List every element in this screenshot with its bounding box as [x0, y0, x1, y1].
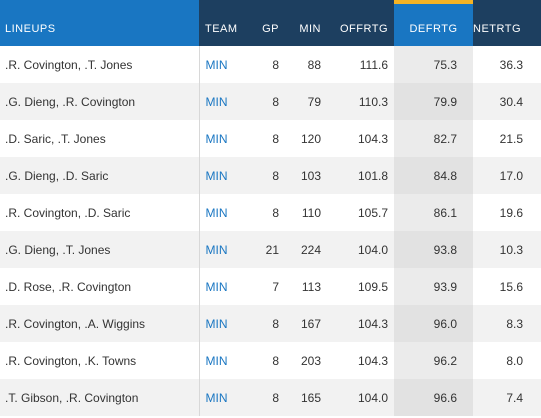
gp-value: 8 [254, 379, 285, 416]
offrtg-value: 109.5 [327, 268, 394, 305]
lineup-name: .R. Covington, .D. Saric [0, 194, 200, 231]
table-row: .R. Covington, .D. Saric MIN 8 110 105.7 86.1… [0, 194, 541, 231]
table-row: .G. Dieng, .T. Jones MIN 21 224 104.0 93.8 10.… [0, 231, 541, 268]
defrtg-value: 96.2 [394, 342, 473, 379]
table-row: .T. Gibson, .R. Covington MIN 8 165 104.0 96.… [0, 379, 541, 416]
netrtg-value: 17.0 [473, 157, 541, 194]
table-body: .R. Covington, .T. Jones MIN 8 88 111.6 75.3 3… [0, 46, 541, 416]
min-value: 88 [285, 46, 327, 83]
team-link[interactable]: MIN [199, 120, 254, 157]
table-row: .G. Dieng, .R. Covington MIN 8 79 110.3 79.9 3… [0, 83, 541, 120]
gp-value: 8 [254, 157, 285, 194]
defrtg-value: 96.0 [394, 305, 473, 342]
defrtg-value: 93.8 [394, 231, 473, 268]
netrtg-value: 8.3 [473, 305, 541, 342]
defrtg-value: 75.3 [394, 46, 473, 83]
team-link[interactable]: MIN [199, 157, 254, 194]
team-link[interactable]: MIN [199, 83, 254, 120]
column-header-netrtg[interactable]: NETRTG [473, 0, 541, 46]
defrtg-value: 84.8 [394, 157, 473, 194]
gp-value: 8 [254, 46, 285, 83]
min-value: 165 [285, 379, 327, 416]
defrtg-value: 93.9 [394, 268, 473, 305]
netrtg-value: 36.3 [473, 46, 541, 83]
table-row: .R. Covington, .T. Jones MIN 8 88 111.6 75.3 3… [0, 46, 541, 83]
netrtg-value: 19.6 [473, 194, 541, 231]
team-link[interactable]: MIN [199, 231, 254, 268]
team-link[interactable]: MIN [199, 194, 254, 231]
min-value: 113 [285, 268, 327, 305]
min-value: 167 [285, 305, 327, 342]
lineup-name: .G. Dieng, .R. Covington [0, 83, 200, 120]
team-link[interactable]: MIN [199, 268, 254, 305]
min-value: 224 [285, 231, 327, 268]
min-value: 120 [285, 120, 327, 157]
min-value: 79 [285, 83, 327, 120]
team-link[interactable]: MIN [199, 342, 254, 379]
lineup-name: .T. Gibson, .R. Covington [0, 379, 200, 416]
lineup-name: .D. Saric, .T. Jones [0, 120, 200, 157]
lineup-name: .G. Dieng, .T. Jones [0, 231, 200, 268]
gp-value: 8 [254, 305, 285, 342]
table-row: .R. Covington, .A. Wiggins MIN 8 167 104.3 96… [0, 305, 541, 342]
offrtg-value: 104.0 [327, 379, 394, 416]
table-row: .D. Rose, .R. Covington MIN 7 113 109.5 93.9 1… [0, 268, 541, 305]
lineup-name: .R. Covington, .K. Towns [0, 342, 200, 379]
table-row: .R. Covington, .K. Towns MIN 8 203 104.3 96.2… [0, 342, 541, 379]
gp-value: 8 [254, 342, 285, 379]
offrtg-value: 104.3 [327, 342, 394, 379]
table-header-row: LINEUPS TEAM GP MIN OFFRTG DEFRTG NETRTG [0, 0, 541, 46]
netrtg-value: 30.4 [473, 83, 541, 120]
gp-value: 8 [254, 194, 285, 231]
column-header-defrtg-sorted[interactable]: DEFRTG [394, 0, 473, 46]
offrtg-value: 111.6 [327, 46, 394, 83]
defrtg-value: 79.9 [394, 83, 473, 120]
lineup-name: .D. Rose, .R. Covington [0, 268, 200, 305]
defrtg-value: 82.7 [394, 120, 473, 157]
netrtg-value: 7.4 [473, 379, 541, 416]
offrtg-value: 110.3 [327, 83, 394, 120]
lineup-name: .G. Dieng, .D. Saric [0, 157, 200, 194]
column-header-team[interactable]: TEAM [199, 0, 254, 46]
netrtg-value: 8.0 [473, 342, 541, 379]
netrtg-value: 21.5 [473, 120, 541, 157]
min-value: 203 [285, 342, 327, 379]
column-header-offrtg[interactable]: OFFRTG [327, 0, 394, 46]
gp-value: 8 [254, 83, 285, 120]
table-row: .G. Dieng, .D. Saric MIN 8 103 101.8 84.8 17.0 [0, 157, 541, 194]
lineup-name: .R. Covington, .T. Jones [0, 46, 200, 83]
offrtg-value: 104.3 [327, 305, 394, 342]
team-link[interactable]: MIN [199, 305, 254, 342]
netrtg-value: 15.6 [473, 268, 541, 305]
offrtg-value: 104.0 [327, 231, 394, 268]
min-value: 110 [285, 194, 327, 231]
gp-value: 7 [254, 268, 285, 305]
offrtg-value: 105.7 [327, 194, 394, 231]
column-header-lineups[interactable]: LINEUPS [0, 0, 199, 46]
column-header-gp[interactable]: GP [254, 0, 285, 46]
min-value: 103 [285, 157, 327, 194]
team-link[interactable]: MIN [199, 379, 254, 416]
column-header-min[interactable]: MIN [285, 0, 327, 46]
netrtg-value: 10.3 [473, 231, 541, 268]
defrtg-value: 86.1 [394, 194, 473, 231]
offrtg-value: 104.3 [327, 120, 394, 157]
team-link[interactable]: MIN [199, 46, 254, 83]
table-row: .D. Saric, .T. Jones MIN 8 120 104.3 82.7 21.5 [0, 120, 541, 157]
gp-value: 21 [254, 231, 285, 268]
gp-value: 8 [254, 120, 285, 157]
defrtg-value: 96.6 [394, 379, 473, 416]
offrtg-value: 101.8 [327, 157, 394, 194]
lineup-name: .R. Covington, .A. Wiggins [0, 305, 200, 342]
